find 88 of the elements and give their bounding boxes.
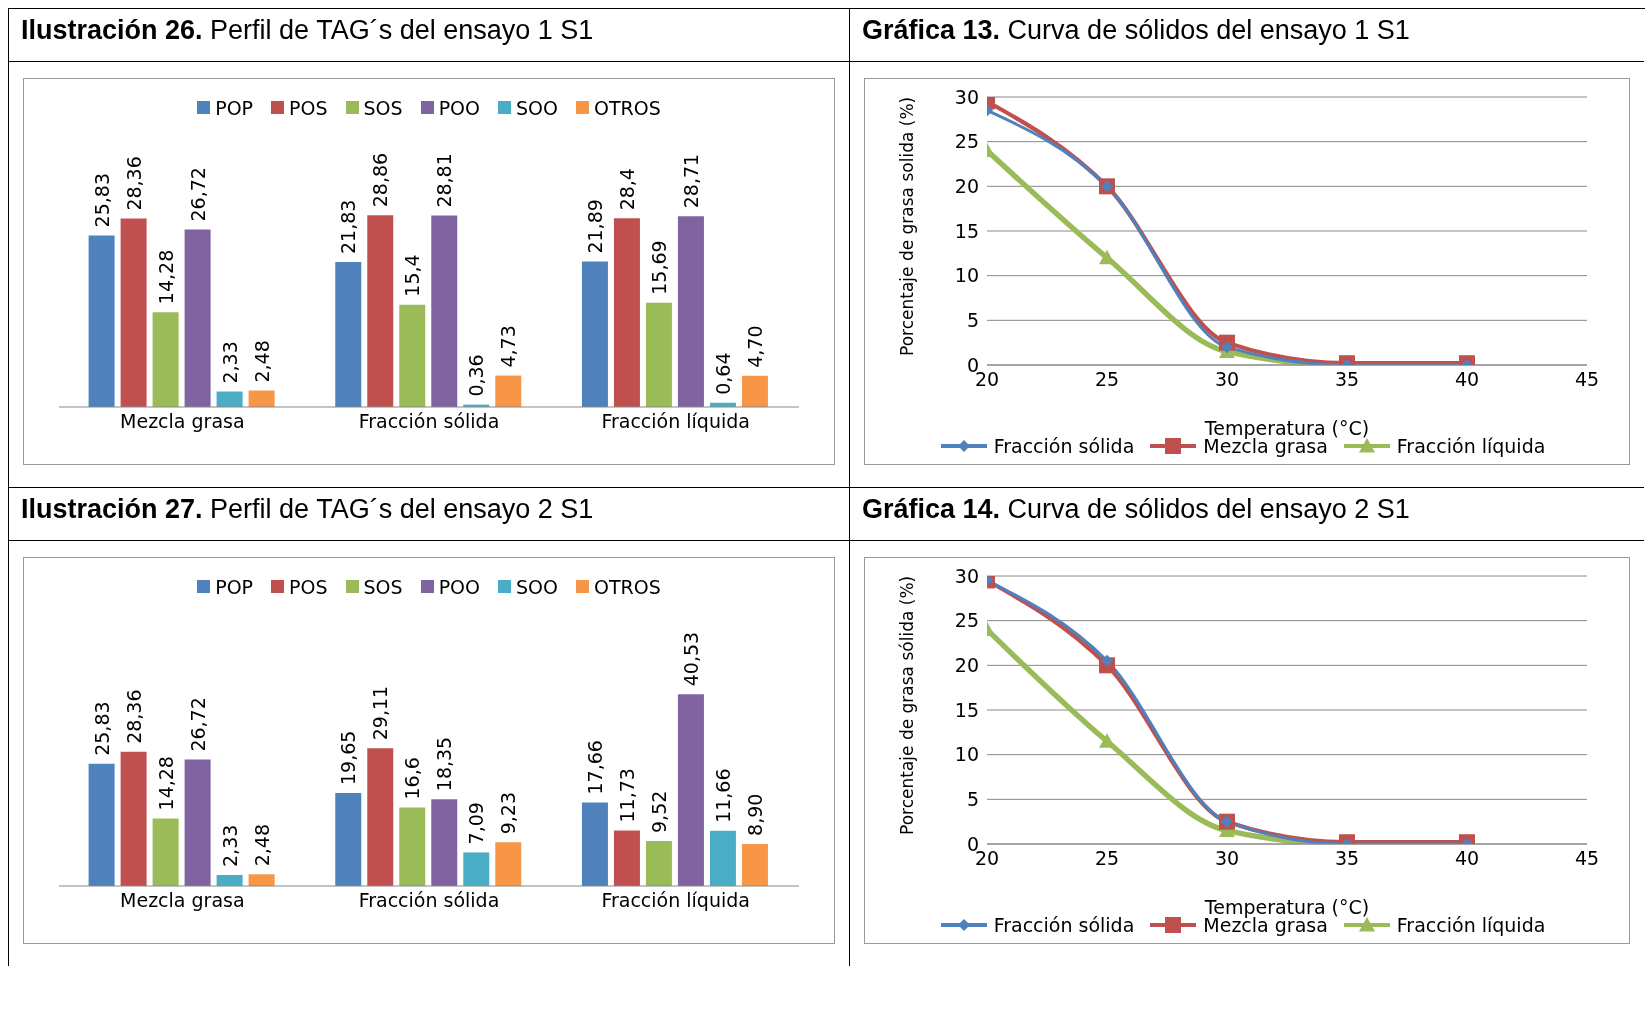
data-label: 4,73	[497, 324, 520, 368]
data-label: 2,33	[218, 340, 241, 384]
chart-title: Ilustración 27. Perfil de TAG´s del ensayo 2 S1	[9, 488, 849, 541]
data-label: 28,71	[679, 153, 702, 208]
data-label: 40,53	[679, 631, 702, 686]
legend-label: Fracción líquida	[1396, 913, 1546, 936]
data-label: 26,72	[186, 166, 209, 221]
data-label: 26,72	[186, 696, 209, 752]
x-tick-label: Fracción sólida	[358, 888, 500, 911]
y-tick-label: 20	[954, 174, 979, 197]
x-tick-label: 45	[1574, 846, 1600, 869]
legend-label: OTROS	[593, 96, 661, 119]
data-label: 15,69	[647, 239, 670, 295]
data-label: 18,35	[433, 736, 456, 791]
y-tick-label: 10	[954, 742, 979, 765]
legend-label: POP	[214, 575, 254, 598]
y-tick-label: 5	[966, 787, 979, 810]
x-tick-label: 40	[1454, 846, 1480, 869]
data-label: 25,83	[90, 172, 113, 227]
legend-label: SOS	[362, 575, 403, 598]
data-label: 28,36	[122, 155, 145, 211]
data-label: 21,89	[583, 198, 606, 254]
data-label: 28,36	[122, 688, 145, 744]
x-tick-label: 25	[1094, 367, 1120, 390]
legend-label: POP	[214, 96, 254, 119]
data-label: 7,09	[465, 801, 488, 844]
legend-label: SOO	[515, 575, 558, 598]
x-tick-label: Mezcla grasa	[120, 409, 245, 432]
x-tick-label: 35	[1334, 367, 1360, 390]
x-tick-label: 25	[1094, 846, 1120, 869]
y-tick-label: 5	[966, 308, 979, 331]
x-axis-title: Temperatura (°C)	[1203, 895, 1370, 918]
data-label: 29,11	[369, 685, 392, 740]
legend-label: OTROS	[593, 575, 661, 598]
data-label: 21,83	[337, 199, 360, 254]
data-label: 17,66	[583, 739, 606, 794]
y-tick-label: 25	[954, 608, 979, 631]
data-label: 15,4	[401, 253, 424, 297]
data-label: 16,6	[401, 756, 424, 799]
data-label: 9,23	[497, 791, 520, 834]
data-label: 11,73	[615, 767, 638, 823]
y-tick-label: 25	[954, 129, 979, 152]
data-label: 11,66	[711, 767, 734, 823]
data-label: 19,65	[337, 730, 360, 785]
y-tick-label: 30	[954, 564, 979, 587]
x-tick-label: 30	[1214, 367, 1240, 390]
x-tick-label: 35	[1334, 846, 1360, 869]
data-label: 28,4	[615, 167, 638, 210]
x-tick-label: Fracción líquida	[601, 888, 750, 911]
data-label: 8,90	[743, 793, 766, 836]
chart-title: Gráfica 13. Curva de sólidos del ensayo 1 S1	[850, 9, 1644, 62]
chart-title: Ilustración 26. Perfil de TAG´s del ensayo 1 S1	[9, 9, 849, 62]
legend-label: POO	[437, 96, 481, 119]
y-tick-label: 30	[954, 85, 979, 108]
x-tick-label: Mezcla grasa	[120, 888, 245, 911]
data-label: 28,86	[369, 152, 392, 207]
data-label: 2,33	[218, 824, 241, 867]
legend-label: Fracción sólida	[992, 913, 1135, 936]
y-tick-label: 10	[954, 263, 979, 286]
data-label: 14,28	[154, 249, 177, 304]
legend-label: SOO	[515, 96, 558, 119]
data-label: 2,48	[250, 339, 273, 383]
data-label: 2,48	[250, 823, 273, 866]
legend-label: SOS	[362, 96, 403, 119]
x-tick-label: 45	[1574, 367, 1600, 390]
legend-label: POS	[288, 96, 328, 119]
y-tick-label: 15	[954, 219, 979, 242]
y-axis-title: Porcentaje de grasa solida (%)	[897, 96, 918, 356]
legend-label: POO	[437, 575, 481, 598]
y-axis-title: Porcentaje de grasa sólida (%)	[897, 575, 918, 835]
x-tick-label: Fracción sólida	[358, 409, 500, 432]
y-tick-label: 20	[954, 653, 979, 676]
data-label: 9,52	[647, 790, 670, 833]
y-tick-label: 15	[954, 698, 979, 721]
data-label: 14,28	[154, 755, 177, 810]
x-tick-label: Fracción líquida	[601, 409, 750, 432]
legend-label: POS	[288, 575, 328, 598]
data-label: 0,64	[711, 351, 734, 395]
x-tick-label: 40	[1454, 367, 1480, 390]
data-label: 4,70	[743, 324, 766, 368]
data-label: 0,36	[465, 353, 488, 397]
x-axis-title: Temperatura (°C)	[1203, 416, 1370, 439]
chart-title: Gráfica 14. Curva de sólidos del ensayo 2 S1	[850, 488, 1644, 541]
legend-label: Fracción líquida	[1396, 434, 1546, 457]
x-tick-label: 30	[1214, 846, 1240, 869]
data-label: 28,81	[433, 152, 456, 208]
legend-label: Fracción sólida	[992, 434, 1135, 457]
data-label: 25,83	[90, 700, 113, 756]
